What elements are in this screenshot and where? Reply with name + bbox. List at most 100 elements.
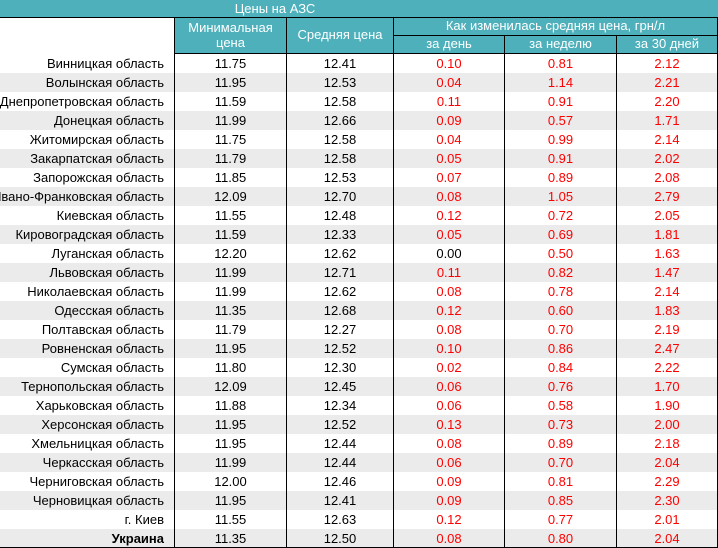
change-day-cell: 0.06 bbox=[394, 453, 505, 472]
table-row: Львовская область 11.99 12.71 0.11 0.82 … bbox=[0, 263, 718, 282]
change-week-cell: 0.99 bbox=[505, 130, 617, 149]
region-cell: Украина bbox=[0, 529, 175, 547]
avg-price-cell: 12.62 bbox=[287, 244, 394, 263]
min-price-cell: 11.95 bbox=[175, 339, 287, 358]
region-cell: Житомирская область bbox=[0, 130, 175, 149]
min-price-cell: 11.55 bbox=[175, 206, 287, 225]
change-month-cell: 2.20 bbox=[617, 92, 718, 111]
min-price-cell: 11.99 bbox=[175, 282, 287, 301]
region-cell: г. Киев bbox=[0, 510, 175, 529]
region-cell: Черновицкая область bbox=[0, 491, 175, 510]
change-month-cell: 2.05 bbox=[617, 206, 718, 225]
min-price-cell: 12.00 bbox=[175, 472, 287, 491]
table-row: Днепропетровская область 11.59 12.58 0.1… bbox=[0, 92, 718, 111]
change-month-cell: 1.63 bbox=[617, 244, 718, 263]
change-day-cell: 0.09 bbox=[394, 111, 505, 130]
change-month-cell: 2.22 bbox=[617, 358, 718, 377]
table-row: Херсонская область 11.95 12.52 0.13 0.73… bbox=[0, 415, 718, 434]
avg-price-cell: 12.63 bbox=[287, 510, 394, 529]
avg-price-header: Средняя цена bbox=[287, 18, 394, 54]
avg-price-cell: 12.58 bbox=[287, 92, 394, 111]
avg-price-cell: 12.66 bbox=[287, 111, 394, 130]
region-cell: Закарпатская область bbox=[0, 149, 175, 168]
avg-price-cell: 12.53 bbox=[287, 73, 394, 92]
change-month-cell: 2.29 bbox=[617, 472, 718, 491]
avg-price-cell: 12.50 bbox=[287, 529, 394, 547]
table-row: Запорожская область 11.85 12.53 0.07 0.8… bbox=[0, 168, 718, 187]
min-price-cell: 12.09 bbox=[175, 377, 287, 396]
min-price-cell: 11.55 bbox=[175, 510, 287, 529]
change-week-cell: 1.14 bbox=[505, 73, 617, 92]
region-cell: Запорожская область bbox=[0, 168, 175, 187]
change-month-cell: 2.02 bbox=[617, 149, 718, 168]
change-week-cell: 0.91 bbox=[505, 149, 617, 168]
change-week-cell: 0.81 bbox=[505, 472, 617, 491]
change-week-cell: 0.84 bbox=[505, 358, 617, 377]
change-week-cell: 0.81 bbox=[505, 54, 617, 73]
table-row: Черновицкая область 11.95 12.41 0.09 0.8… bbox=[0, 491, 718, 510]
avg-price-cell: 12.34 bbox=[287, 396, 394, 415]
avg-price-cell: 12.46 bbox=[287, 472, 394, 491]
table-row: Харьковская область 11.88 12.34 0.06 0.5… bbox=[0, 396, 718, 415]
change-month-cell: 2.14 bbox=[617, 282, 718, 301]
region-cell: Одесская область bbox=[0, 301, 175, 320]
avg-price-cell: 12.41 bbox=[287, 491, 394, 510]
change-day-cell: 0.08 bbox=[394, 282, 505, 301]
change-day-cell: 0.13 bbox=[394, 415, 505, 434]
change-month-cell: 2.00 bbox=[617, 415, 718, 434]
change-day-cell: 0.07 bbox=[394, 168, 505, 187]
table-row: г. Киев 11.55 12.63 0.12 0.77 2.01 bbox=[0, 510, 718, 529]
region-cell: Хмельницкая область bbox=[0, 434, 175, 453]
min-price-header: Минимальная цена bbox=[175, 18, 287, 54]
table-row: Украина 11.35 12.50 0.08 0.80 2.04 bbox=[0, 529, 718, 547]
min-price-cell: 11.79 bbox=[175, 320, 287, 339]
change-week-cell: 0.78 bbox=[505, 282, 617, 301]
region-cell: Николаевская область bbox=[0, 282, 175, 301]
change-month-cell: 2.14 bbox=[617, 130, 718, 149]
change-day-cell: 0.12 bbox=[394, 301, 505, 320]
change-month-cell: 2.01 bbox=[617, 510, 718, 529]
min-price-cell: 11.35 bbox=[175, 529, 287, 547]
min-price-cell: 11.99 bbox=[175, 263, 287, 282]
change-month-cell: 2.47 bbox=[617, 339, 718, 358]
change-day-cell: 0.06 bbox=[394, 377, 505, 396]
change-day-cell: 0.10 bbox=[394, 54, 505, 73]
avg-price-cell: 12.71 bbox=[287, 263, 394, 282]
change-month-cell: 1.81 bbox=[617, 225, 718, 244]
change-week-cell: 0.58 bbox=[505, 396, 617, 415]
change-day-cell: 0.11 bbox=[394, 263, 505, 282]
change-month-cell: 1.90 bbox=[617, 396, 718, 415]
avg-price-cell: 12.62 bbox=[287, 282, 394, 301]
region-cell: Кировоградская область bbox=[0, 225, 175, 244]
avg-price-cell: 12.58 bbox=[287, 130, 394, 149]
avg-price-cell: 12.48 bbox=[287, 206, 394, 225]
change-week-cell: 0.85 bbox=[505, 491, 617, 510]
table-body: Винницкая область 11.75 12.41 0.10 0.81 … bbox=[0, 54, 718, 547]
avg-price-cell: 12.44 bbox=[287, 453, 394, 472]
change-week-cell: 0.89 bbox=[505, 168, 617, 187]
region-cell: Киевская область bbox=[0, 206, 175, 225]
min-price-cell: 12.09 bbox=[175, 187, 287, 206]
avg-price-cell: 12.27 bbox=[287, 320, 394, 339]
table-row: Ровненская область 11.95 12.52 0.10 0.86… bbox=[0, 339, 718, 358]
change-week-cell: 0.80 bbox=[505, 529, 617, 547]
min-price-cell: 12.20 bbox=[175, 244, 287, 263]
change-day-cell: 0.06 bbox=[394, 396, 505, 415]
change-day-cell: 0.04 bbox=[394, 73, 505, 92]
min-price-cell: 11.75 bbox=[175, 130, 287, 149]
table-row: Одесская область 11.35 12.68 0.12 0.60 1… bbox=[0, 301, 718, 320]
min-price-cell: 11.99 bbox=[175, 453, 287, 472]
avg-price-cell: 12.70 bbox=[287, 187, 394, 206]
region-cell: Луганская область bbox=[0, 244, 175, 263]
avg-price-cell: 12.33 bbox=[287, 225, 394, 244]
change-week-header: за неделю bbox=[505, 36, 617, 54]
table-row: Сумская область 11.80 12.30 0.02 0.84 2.… bbox=[0, 358, 718, 377]
change-month-cell: 2.21 bbox=[617, 73, 718, 92]
change-month-cell: 2.08 bbox=[617, 168, 718, 187]
change-day-cell: 0.11 bbox=[394, 92, 505, 111]
min-price-cell: 11.59 bbox=[175, 225, 287, 244]
change-month-cell: 2.04 bbox=[617, 529, 718, 547]
avg-price-cell: 12.30 bbox=[287, 358, 394, 377]
change-day-cell: 0.10 bbox=[394, 339, 505, 358]
change-day-header: за день bbox=[394, 36, 505, 54]
